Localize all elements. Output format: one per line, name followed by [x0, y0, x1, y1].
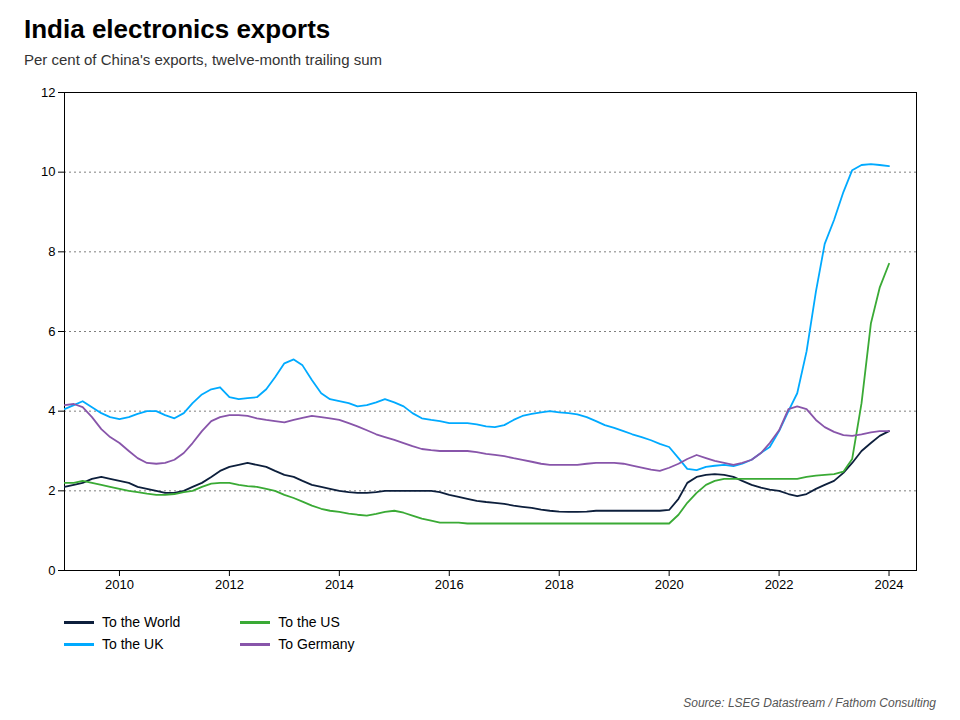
html-text:To the UK: To the UK: [102, 636, 164, 652]
svg-text:4: 4: [48, 403, 55, 418]
html-text:India electronics exports: India electronics exports: [24, 14, 331, 44]
svg-text:8: 8: [48, 244, 55, 259]
svg-text:0: 0: [48, 563, 55, 578]
svg-text:2018: 2018: [545, 577, 574, 592]
html-text:To Germany: To Germany: [278, 636, 355, 652]
svg-text:2022: 2022: [765, 577, 794, 592]
svg-text:2020: 2020: [655, 577, 684, 592]
svg-text:2014: 2014: [325, 577, 354, 592]
svg-text:2016: 2016: [435, 577, 464, 592]
svg-text:2010: 2010: [105, 577, 134, 592]
html-text:Per cent of China's exports, t: Per cent of China's exports, twelve-mont…: [24, 51, 382, 68]
svg-text:10: 10: [41, 164, 55, 179]
svg-text:12: 12: [41, 85, 55, 100]
svg-text:2012: 2012: [215, 577, 244, 592]
svg-text:2024: 2024: [875, 577, 904, 592]
svg-text:2: 2: [48, 483, 55, 498]
html-text:To the World: To the World: [102, 614, 181, 630]
svg-text:6: 6: [48, 324, 55, 339]
html-text:Source: LSEG Datastream / Fath: Source: LSEG Datastream / Fathom Consult…: [683, 696, 936, 710]
html-text:To the US: To the US: [278, 614, 340, 630]
